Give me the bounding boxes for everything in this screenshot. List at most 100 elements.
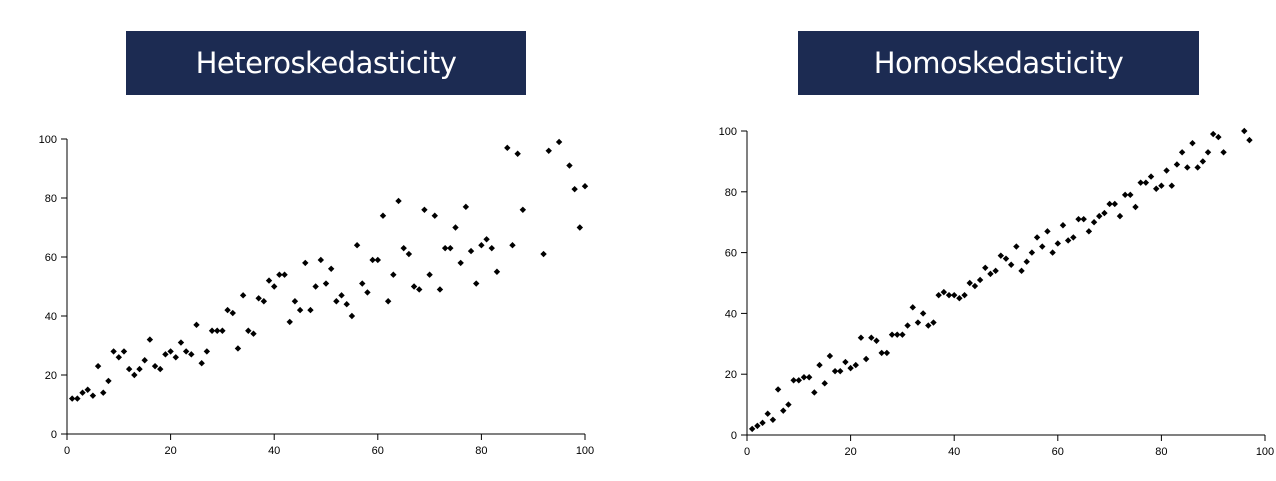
- hetero-data-point: [296, 306, 304, 314]
- hetero-data-point: [447, 244, 454, 252]
- hetero-data-point: [239, 292, 247, 299]
- hetero-data-point: [265, 277, 273, 284]
- homo-data-point: [971, 282, 979, 290]
- homo-data-point: [1178, 149, 1186, 156]
- homo-data-point: [1023, 258, 1030, 265]
- hetero-y-tick-label: 20: [45, 370, 57, 382]
- hetero-data-point: [581, 183, 589, 190]
- homo-data-point: [1194, 164, 1201, 171]
- homo-data-point: [759, 419, 766, 427]
- homoskedasticity-scatter-plot: 0 20 40 60 80 100 0 20 40 60 80 100: [719, 126, 1275, 458]
- hetero-data-point: [431, 212, 438, 219]
- homo-data-point: [1049, 249, 1056, 256]
- homo-data-point: [1096, 212, 1103, 220]
- hetero-data-point: [322, 280, 330, 287]
- homo-data-point: [1121, 191, 1129, 199]
- homo-x-tick-label: 40: [948, 446, 960, 458]
- hetero-data-point: [224, 306, 231, 314]
- homo-data-point: [909, 304, 916, 311]
- hetero-data-point: [519, 206, 527, 213]
- homo-data-point: [769, 416, 777, 423]
- hetero-data-point: [343, 301, 350, 308]
- hetero-data-point: [281, 271, 288, 278]
- homo-data-point: [925, 322, 932, 329]
- homo-data-point: [1101, 209, 1108, 217]
- homo-data-point: [1184, 164, 1191, 171]
- homo-data-point: [919, 310, 927, 317]
- homo-data-point: [805, 374, 813, 381]
- hetero-data-point: [120, 348, 128, 355]
- homo-data-point: [945, 291, 953, 299]
- hetero-data-point: [208, 327, 216, 334]
- homo-data-point: [1147, 173, 1155, 180]
- hetero-y-tick-label: 60: [45, 252, 57, 264]
- homo-x-tick-label: 20: [844, 446, 856, 458]
- hetero-x-tick-label: 60: [372, 445, 384, 457]
- hetero-data-point: [271, 283, 278, 290]
- hetero-data-point: [348, 312, 356, 320]
- homo-data-point: [1090, 219, 1098, 226]
- hetero-data-point: [416, 286, 423, 293]
- hetero-data-point: [146, 336, 154, 343]
- hetero-data-point: [426, 271, 433, 278]
- hetero-data-point: [260, 298, 268, 305]
- homo-data-point: [1044, 228, 1051, 235]
- hetero-data-point: [540, 250, 547, 258]
- homo-data-point: [1246, 136, 1253, 144]
- hetero-data-point: [276, 271, 283, 278]
- homo-data-point: [904, 322, 911, 329]
- homo-data-point: [935, 291, 942, 299]
- hetero-data-point: [151, 362, 159, 370]
- homo-data-point: [1220, 149, 1227, 156]
- homo-data-point: [1199, 158, 1207, 165]
- hetero-data-point: [125, 365, 133, 373]
- hetero-data-point: [110, 348, 117, 355]
- homo-data-point: [899, 331, 906, 338]
- homo-data-point: [1028, 249, 1036, 256]
- hetero-data-point: [478, 242, 485, 249]
- homo-data-point: [1158, 182, 1165, 189]
- hetero-x-tick-label: 100: [576, 445, 594, 457]
- homo-data-point: [940, 288, 948, 296]
- homo-data-point: [1075, 215, 1082, 223]
- hetero-y-tick-label: 40: [45, 311, 57, 323]
- hetero-y-tick-label: 80: [45, 193, 57, 205]
- hetero-data-point: [312, 283, 319, 290]
- hetero-data-point: [84, 386, 91, 393]
- hetero-data-point: [457, 259, 464, 267]
- hetero-data-point: [203, 348, 211, 355]
- hetero-data-point: [255, 295, 262, 302]
- homo-data-point: [1054, 240, 1061, 247]
- hetero-data-point: [214, 327, 221, 334]
- homo-data-point: [914, 319, 922, 326]
- homo-data-point: [754, 422, 761, 430]
- hetero-data-point: [452, 224, 459, 231]
- homo-data-point: [774, 386, 782, 393]
- homo-x-tick-label: 0: [744, 446, 750, 458]
- hetero-data-point: [172, 354, 179, 361]
- hetero-data-point: [182, 348, 190, 355]
- hetero-data-point: [177, 339, 185, 346]
- hetero-data-point: [333, 298, 340, 305]
- homo-data-point: [1168, 182, 1175, 189]
- hetero-data-point: [317, 256, 325, 264]
- hetero-data-point: [364, 289, 371, 296]
- hetero-data-point: [462, 203, 470, 211]
- hetero-data-point: [509, 242, 516, 249]
- hetero-data-point: [473, 280, 480, 287]
- homo-data-point: [1013, 243, 1020, 250]
- hetero-data-point: [571, 185, 578, 193]
- hetero-data-point: [504, 144, 511, 152]
- homo-data-point: [1204, 149, 1212, 156]
- homo-x-tick-label: 80: [1155, 446, 1167, 458]
- homo-data-point: [1033, 234, 1041, 241]
- heteroskedasticity-title: Heteroskedasticity: [126, 31, 526, 95]
- hetero-data-point: [514, 150, 521, 157]
- hetero-data-point: [400, 244, 407, 252]
- hetero-data-point: [390, 271, 397, 278]
- homo-x-tick-label: 60: [1052, 446, 1064, 458]
- hetero-data-point: [245, 327, 252, 334]
- hetero-data-point: [488, 244, 495, 252]
- hetero-data-point: [338, 292, 345, 299]
